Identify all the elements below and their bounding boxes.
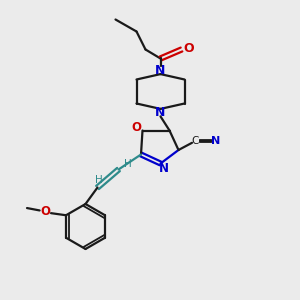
Text: N: N [155, 106, 166, 119]
Text: H: H [124, 159, 131, 169]
Text: O: O [40, 205, 51, 218]
Text: N: N [211, 136, 220, 146]
Text: C: C [191, 136, 199, 146]
Text: H: H [95, 175, 103, 185]
Text: N: N [155, 64, 166, 77]
Text: O: O [131, 121, 142, 134]
Text: N: N [158, 162, 169, 176]
Text: O: O [184, 41, 194, 55]
